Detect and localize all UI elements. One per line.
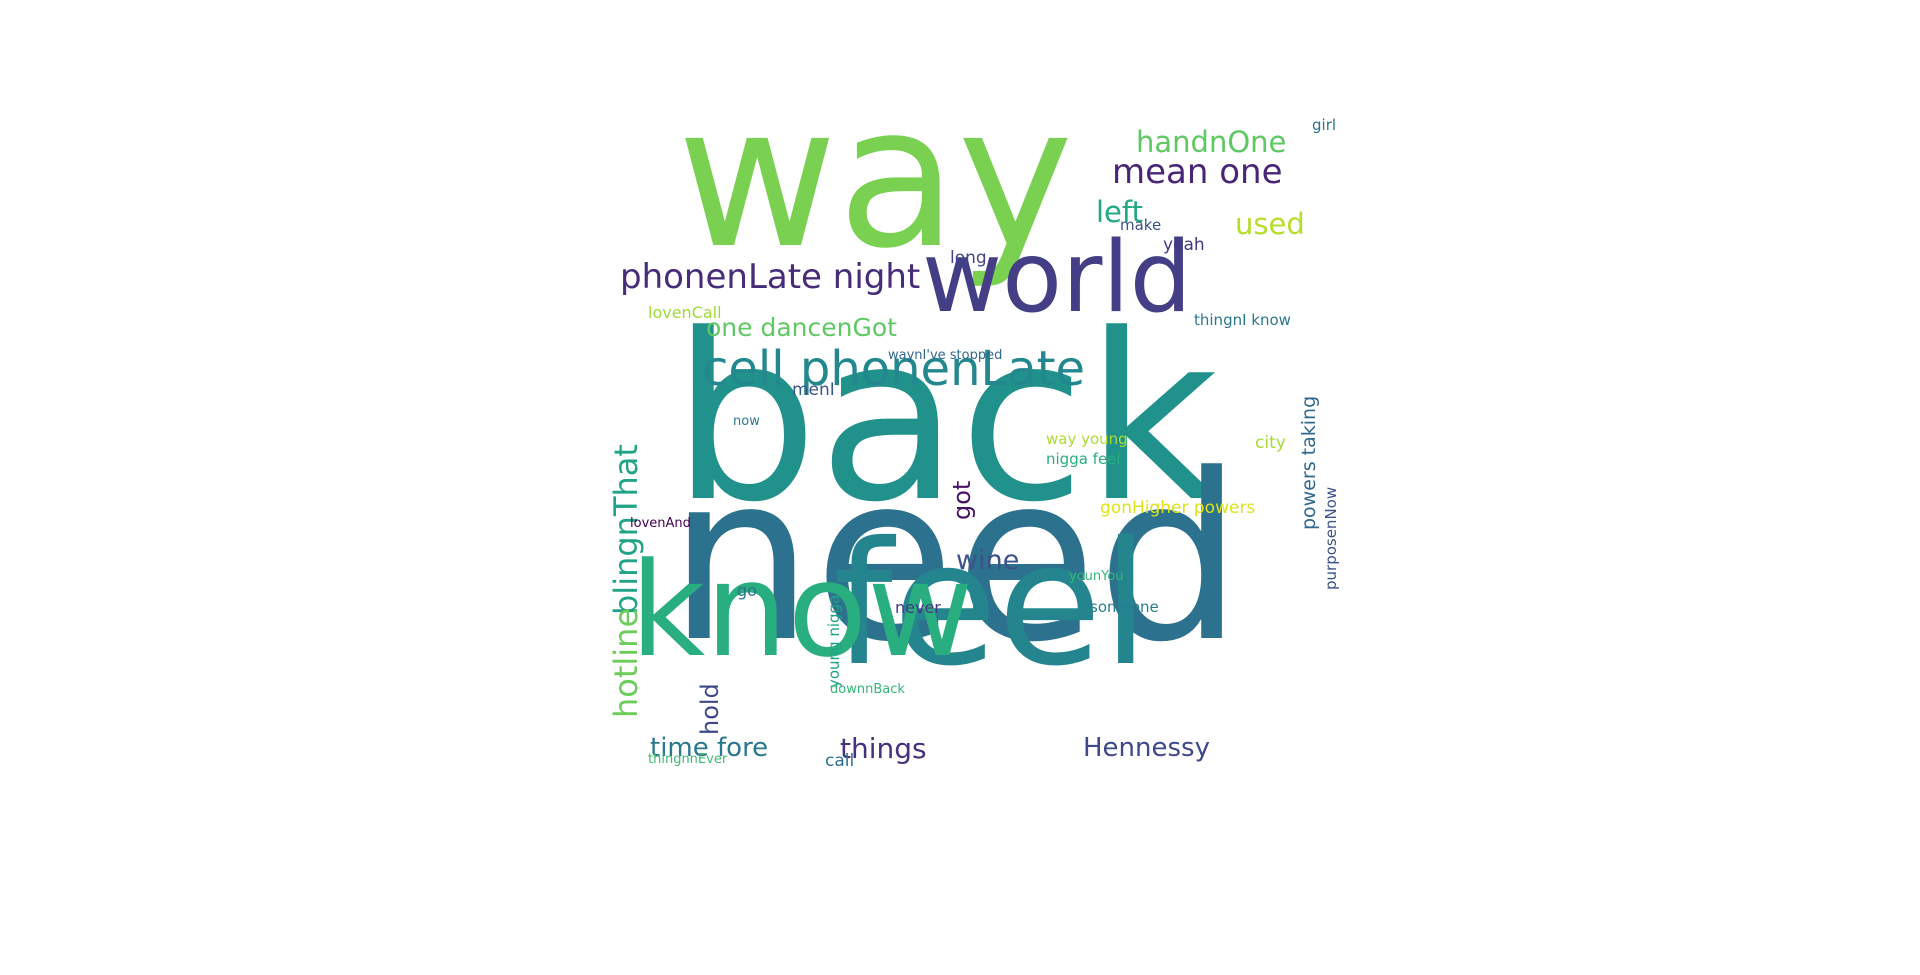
word-phonenlate-night: phonenLate night: [620, 257, 921, 297]
word-left: left: [1096, 195, 1143, 229]
word-wine: wine: [956, 545, 1020, 576]
word-yeah: yeah: [1163, 235, 1205, 255]
word-lovenand: lovenAnd: [630, 516, 691, 531]
word-hold: hold: [696, 683, 724, 735]
word-gonhigher-powers: gonHigher powers: [1100, 498, 1256, 518]
word-cloud: back need way feel know world cell phonenLate p…: [607, 80, 1350, 890]
word-someone: someone: [1090, 598, 1159, 616]
word-got: got: [948, 480, 976, 520]
word-hotline: hotline: [607, 607, 645, 718]
word-need: need: [668, 426, 1243, 693]
word-back: back: [672, 286, 1219, 553]
word-one-dancengot: one dancenGot: [706, 313, 897, 342]
word-now: now: [733, 414, 760, 429]
word-go: go: [737, 581, 757, 600]
word-way-young: way young: [1046, 430, 1128, 448]
word-handnone: handnOne: [1136, 125, 1287, 159]
word-used: used: [1235, 207, 1305, 241]
word-never: never: [895, 598, 941, 617]
word-mean-one: mean one: [1112, 152, 1283, 192]
word-nigga-feel: nigga feel: [1046, 450, 1121, 468]
word-world: world: [922, 221, 1192, 335]
word-meni: menI: [792, 380, 835, 400]
word-feel: feel: [833, 506, 1150, 704]
word-thingnnever: thingnnEver: [648, 752, 728, 767]
word-make: make: [1120, 216, 1162, 234]
word-things: things: [840, 732, 927, 765]
word-girl: girl: [1312, 116, 1337, 134]
word-time-fore: time fore: [650, 733, 769, 763]
word-way: way: [677, 64, 1074, 292]
word-downnback: downnBack: [830, 682, 905, 697]
word-long: long: [950, 248, 987, 268]
word-know: know: [630, 534, 974, 686]
word-lovencall: lovenCall: [648, 303, 722, 322]
word-powers-taking: powers taking: [1298, 395, 1320, 530]
word-younyou: younYou: [1069, 569, 1124, 584]
word-hennessy: Hennessy: [1083, 733, 1210, 763]
word-young-nigga: young nigga: [825, 594, 843, 688]
word-purposennow: purposenNow: [1322, 486, 1340, 590]
word-city: city: [1255, 433, 1286, 453]
word-cell-phonenlate: cell phonenLate: [702, 341, 1085, 397]
word-call: call: [825, 751, 855, 771]
word-thingni-know: thingnI know: [1194, 311, 1291, 329]
word-wayni-ve-stopped: waynI've stopped: [888, 348, 1003, 363]
